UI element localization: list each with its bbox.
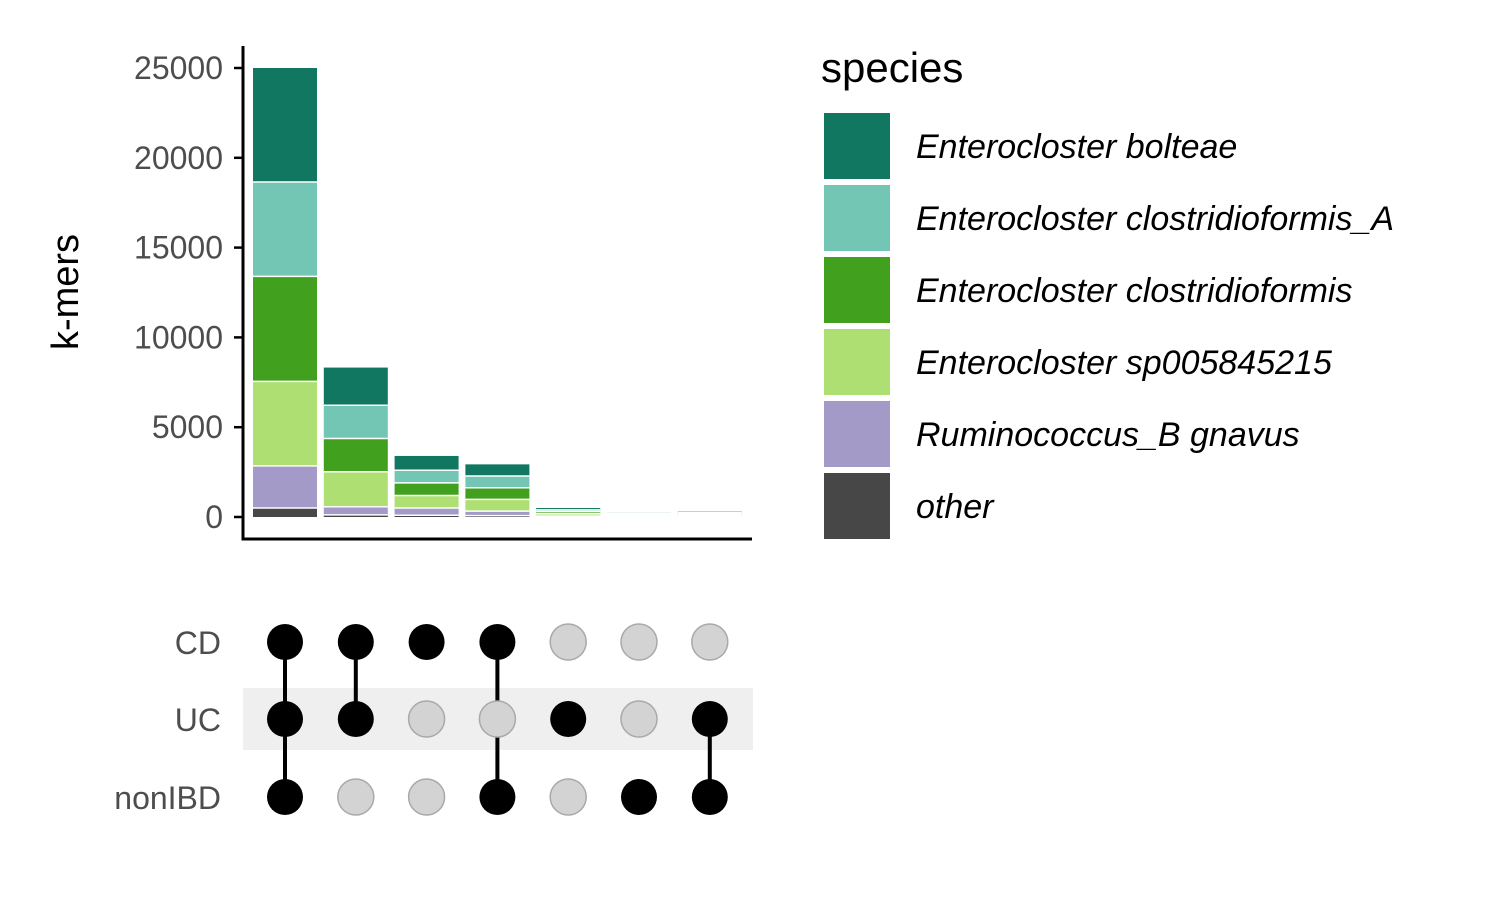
- bar-segment: [253, 182, 317, 277]
- bar-segment: [394, 455, 459, 471]
- matrix-dot-filled: [621, 779, 657, 815]
- bar-segment: [465, 487, 530, 500]
- legend-swatch: [824, 185, 890, 251]
- legend: species Enterocloster bolteae Enteroclost…: [821, 44, 1394, 539]
- legend-label: Enterocloster sp005845215: [916, 344, 1332, 382]
- bar-segment: [323, 438, 388, 472]
- matrix-dot-filled: [479, 624, 516, 660]
- bar-segment: [323, 506, 388, 515]
- bar-segment: [323, 367, 388, 406]
- legend-swatch: [824, 113, 890, 179]
- bar-segment: [536, 509, 601, 512]
- y-tick-label: 5000: [152, 409, 223, 445]
- y-axis-title: k-mers: [45, 234, 87, 350]
- bar-segment: [465, 499, 530, 512]
- y-tick-label: 15000: [134, 230, 223, 266]
- bar-segment: [323, 471, 388, 507]
- matrix-dot-filled: [691, 779, 728, 815]
- matrix-dot-empty: [620, 700, 658, 738]
- legend-label: other: [916, 488, 995, 526]
- bar-segment: [394, 470, 459, 483]
- bar-segment: [253, 276, 317, 382]
- matrix-dot-filled: [267, 779, 303, 815]
- bar-plot: [253, 68, 742, 518]
- legend-swatch: [824, 473, 890, 539]
- bar-segment: [394, 482, 459, 496]
- bar-segment: [536, 513, 601, 517]
- bar-segment: [394, 515, 459, 517]
- set-label: UC: [175, 702, 221, 738]
- set-label: CD: [175, 625, 221, 661]
- legend-label: Enterocloster clostridioformis: [916, 272, 1352, 310]
- bar-segment: [394, 495, 459, 509]
- legend-label: Enterocloster bolteae: [916, 128, 1237, 166]
- bar-segment: [253, 381, 317, 466]
- bar-segment: [253, 68, 317, 183]
- intersection-matrix: CD UC nonIBD: [114, 623, 753, 816]
- matrix-dot-filled: [267, 701, 303, 737]
- legend-swatch: [824, 401, 890, 467]
- y-tick-label: 20000: [134, 140, 223, 176]
- y-axis: 0 5000 10000 15000 20000 25000: [134, 46, 752, 541]
- matrix-dot-filled: [550, 701, 587, 737]
- bar-stack: [465, 464, 530, 517]
- bar-segment: [323, 514, 388, 517]
- bar-stack: [536, 508, 601, 518]
- matrix-dot-filled: [408, 624, 445, 660]
- bar-segment: [536, 508, 601, 510]
- legend-title: species: [821, 44, 963, 91]
- bar-segment: [253, 508, 317, 517]
- bar-segment: [465, 511, 530, 516]
- matrix-dot-empty: [478, 700, 517, 738]
- bar-stack: [323, 367, 388, 517]
- set-label: nonIBD: [114, 780, 221, 816]
- bar-stack: [607, 512, 671, 518]
- matrix-dot-empty: [407, 700, 446, 738]
- bar-segment: [323, 405, 388, 439]
- matrix-dot-empty: [691, 623, 729, 661]
- bar-segment: [253, 465, 317, 509]
- legend-label: Ruminococcus_B gnavus: [916, 416, 1300, 454]
- legend-swatch: [824, 257, 890, 323]
- matrix-dot-filled: [267, 624, 303, 660]
- matrix-dot-empty: [407, 778, 446, 816]
- matrix-dot-empty: [549, 778, 587, 816]
- matrix-dot-filled: [337, 701, 374, 737]
- y-tick-label: 10000: [134, 319, 223, 355]
- y-tick-label: 25000: [134, 50, 223, 86]
- bar-stack: [677, 511, 742, 518]
- matrix-dot-empty: [337, 778, 375, 816]
- matrix-dot-filled: [479, 779, 516, 815]
- matrix-dot-filled: [337, 624, 374, 660]
- y-tick-label: 0: [205, 499, 223, 535]
- bar-stack: [394, 455, 459, 517]
- legend-swatch: [824, 329, 890, 395]
- bar-segment: [394, 508, 459, 516]
- matrix-dot-empty: [620, 623, 658, 661]
- bar-segment: [536, 511, 601, 514]
- bar-segment: [465, 476, 530, 488]
- matrix-dot-empty: [549, 623, 587, 661]
- legend-label: Enterocloster clostridioformis_A: [916, 200, 1394, 238]
- bar-segment: [465, 464, 530, 477]
- bar-stack: [253, 68, 317, 517]
- matrix-dot-filled: [691, 701, 728, 737]
